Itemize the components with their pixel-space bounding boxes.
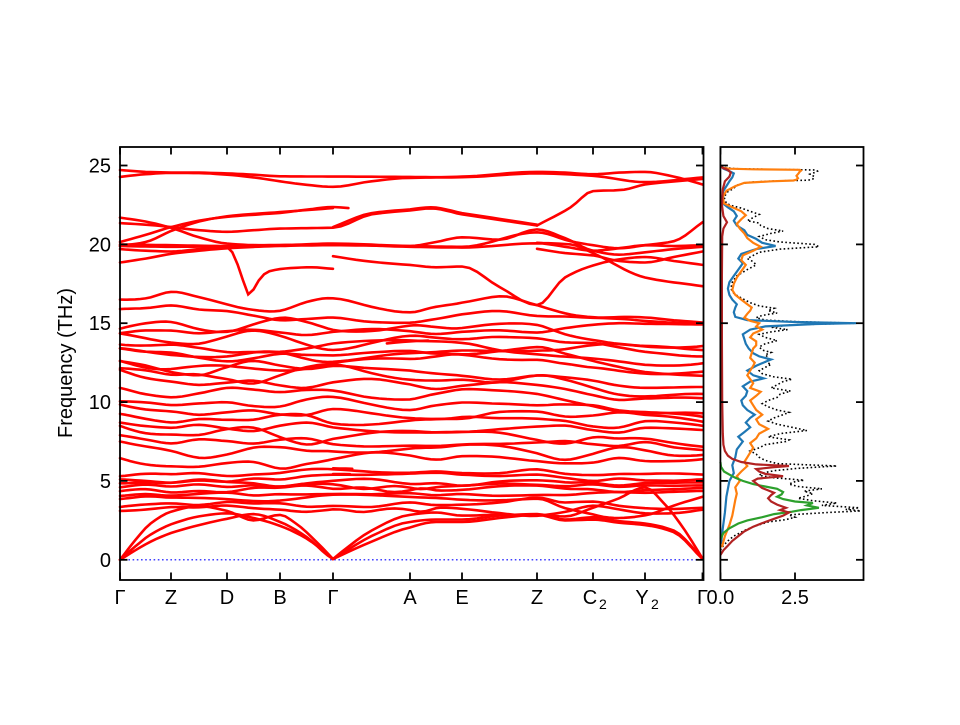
svg-text:D: D: [220, 587, 234, 609]
svg-text:5: 5: [100, 471, 111, 493]
svg-text:2.5: 2.5: [781, 587, 809, 609]
svg-text:15: 15: [89, 313, 111, 335]
svg-text:Γ: Γ: [697, 587, 708, 609]
svg-text:25: 25: [89, 156, 111, 178]
svg-text:B: B: [273, 587, 286, 609]
svg-text:Z: Z: [165, 587, 177, 609]
svg-text:2: 2: [599, 596, 607, 612]
svg-text:C: C: [583, 587, 597, 609]
svg-text:A: A: [403, 587, 417, 609]
svg-text:E: E: [455, 587, 468, 609]
svg-text:Z: Z: [531, 587, 543, 609]
svg-text:0: 0: [100, 550, 111, 572]
svg-text:20: 20: [89, 234, 111, 256]
svg-text:2: 2: [651, 596, 659, 612]
svg-text:Γ: Γ: [327, 587, 338, 609]
svg-text:Γ: Γ: [114, 587, 125, 609]
svg-text:0.0: 0.0: [706, 587, 734, 609]
svg-text:10: 10: [89, 392, 111, 414]
svg-text:Y: Y: [635, 587, 648, 609]
svg-text:Frequency (THz): Frequency (THz): [55, 288, 77, 438]
